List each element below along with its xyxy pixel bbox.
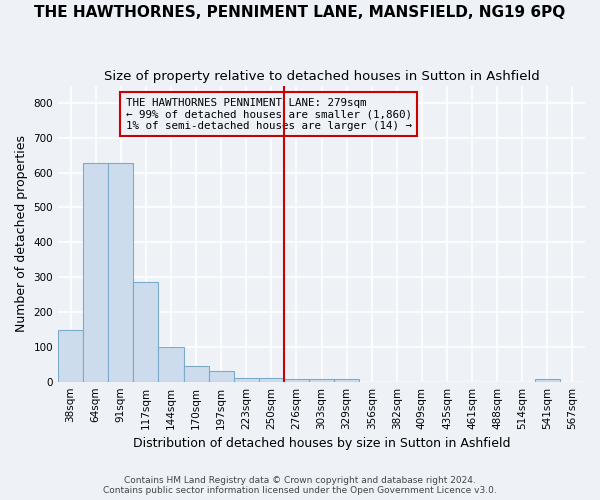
Bar xyxy=(259,378,284,382)
Bar xyxy=(83,163,108,382)
Y-axis label: Number of detached properties: Number of detached properties xyxy=(15,135,28,332)
Bar xyxy=(535,379,560,382)
Bar xyxy=(209,370,233,382)
Text: THE HAWTHORNES PENNIMENT LANE: 279sqm
← 99% of detached houses are smaller (1,86: THE HAWTHORNES PENNIMENT LANE: 279sqm ← … xyxy=(126,98,412,131)
Bar xyxy=(58,330,83,382)
Bar xyxy=(184,366,209,382)
Bar xyxy=(233,378,259,382)
Title: Size of property relative to detached houses in Sutton in Ashfield: Size of property relative to detached ho… xyxy=(104,70,539,83)
Text: Contains HM Land Registry data © Crown copyright and database right 2024.
Contai: Contains HM Land Registry data © Crown c… xyxy=(103,476,497,495)
Bar xyxy=(108,163,133,382)
X-axis label: Distribution of detached houses by size in Sutton in Ashfield: Distribution of detached houses by size … xyxy=(133,437,510,450)
Bar xyxy=(334,379,359,382)
Bar xyxy=(133,282,158,382)
Bar xyxy=(158,347,184,382)
Bar xyxy=(309,379,334,382)
Text: THE HAWTHORNES, PENNIMENT LANE, MANSFIELD, NG19 6PQ: THE HAWTHORNES, PENNIMENT LANE, MANSFIEL… xyxy=(34,5,566,20)
Bar xyxy=(284,379,309,382)
